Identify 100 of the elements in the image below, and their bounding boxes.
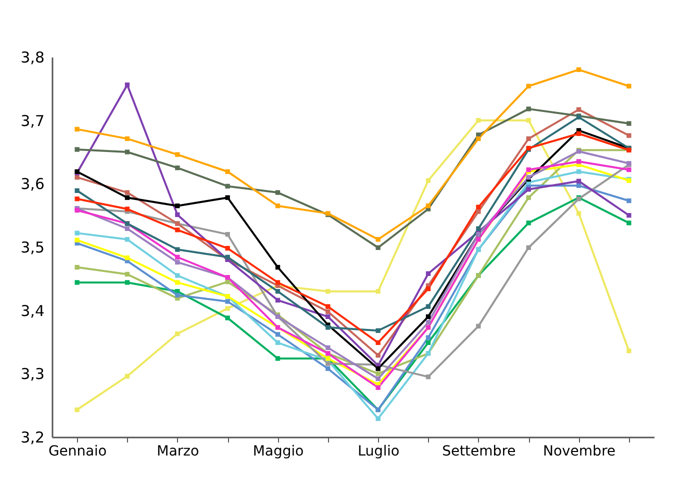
point: [175, 288, 180, 294]
point: [426, 335, 431, 340]
point: [74, 280, 80, 285]
point: [124, 195, 130, 200]
point: [376, 352, 380, 358]
point: [426, 178, 431, 183]
point: [426, 320, 431, 325]
x-tick-label: Marzo: [156, 444, 200, 460]
point: [626, 348, 632, 354]
point: [326, 309, 330, 314]
point: [225, 232, 230, 237]
point: [175, 260, 180, 265]
point: [426, 340, 431, 345]
point: [74, 196, 80, 202]
x-tick-label: Luglio: [358, 444, 400, 460]
point: [426, 286, 431, 292]
point: [426, 203, 431, 208]
point: [275, 203, 280, 208]
point: [275, 298, 280, 303]
point: [526, 220, 531, 226]
point: [626, 133, 632, 138]
point: [626, 84, 632, 88]
point: [225, 254, 230, 260]
point: [124, 237, 130, 242]
point: [175, 254, 180, 260]
point: [326, 304, 330, 309]
point: [175, 228, 180, 232]
point: [74, 238, 80, 242]
point: [476, 324, 481, 329]
point: [74, 230, 80, 236]
y-tick-label: 3,3: [20, 365, 44, 384]
point: [426, 304, 431, 309]
point: [576, 131, 582, 136]
point: [326, 288, 330, 294]
point: [275, 288, 280, 294]
x-tick-label: Novembre: [542, 444, 616, 460]
point: [124, 280, 130, 285]
point: [225, 184, 230, 189]
point: [74, 188, 80, 193]
point: [626, 167, 632, 172]
point: [526, 245, 531, 250]
point: [526, 187, 531, 192]
point: [175, 212, 180, 218]
point: [576, 67, 582, 72]
point: [225, 169, 230, 174]
point: [626, 198, 632, 204]
point: [576, 107, 582, 112]
point: [74, 174, 80, 180]
point: [376, 288, 380, 294]
y-tick-label: 3,6: [20, 175, 44, 194]
y-tick-label: 3,8: [20, 48, 44, 66]
point: [426, 314, 431, 320]
point: [225, 316, 230, 320]
point: [476, 118, 481, 123]
point: [124, 272, 130, 277]
point: [175, 165, 180, 170]
point: [626, 212, 632, 218]
y-tick-label: 3,5: [20, 238, 44, 256]
point: [376, 237, 380, 242]
point: [326, 325, 330, 330]
point: [74, 407, 80, 412]
point: [74, 126, 80, 132]
point: [526, 118, 531, 123]
point: [326, 361, 330, 366]
point: [626, 220, 632, 226]
point: [175, 280, 180, 285]
point: [526, 136, 531, 142]
point: [376, 340, 380, 345]
point: [74, 147, 80, 152]
point: [326, 366, 330, 371]
point: [476, 204, 481, 210]
y-tick-label: 3,2: [20, 428, 44, 446]
point: [376, 376, 380, 382]
point: [326, 314, 330, 320]
point: [275, 264, 280, 270]
point: [526, 195, 531, 200]
point: [326, 345, 330, 350]
point: [175, 247, 180, 252]
point: [124, 82, 130, 88]
x-tick-label: Settembre: [442, 444, 516, 460]
x-tick-label: Gennaio: [48, 444, 107, 460]
point: [175, 331, 180, 336]
point: [175, 292, 180, 298]
point: [225, 279, 230, 284]
point: [175, 152, 180, 157]
point: [275, 280, 280, 285]
point: [426, 271, 431, 276]
point: [476, 136, 481, 142]
point: [124, 226, 130, 231]
point: [225, 306, 230, 311]
point: [124, 136, 130, 142]
point: [476, 226, 481, 231]
point: [576, 178, 582, 184]
point: [124, 206, 130, 212]
point: [426, 374, 431, 380]
point: [526, 84, 531, 88]
point: [576, 159, 582, 164]
point: [376, 366, 380, 371]
point: [576, 169, 582, 174]
y-tick-label: 3,4: [20, 302, 44, 320]
